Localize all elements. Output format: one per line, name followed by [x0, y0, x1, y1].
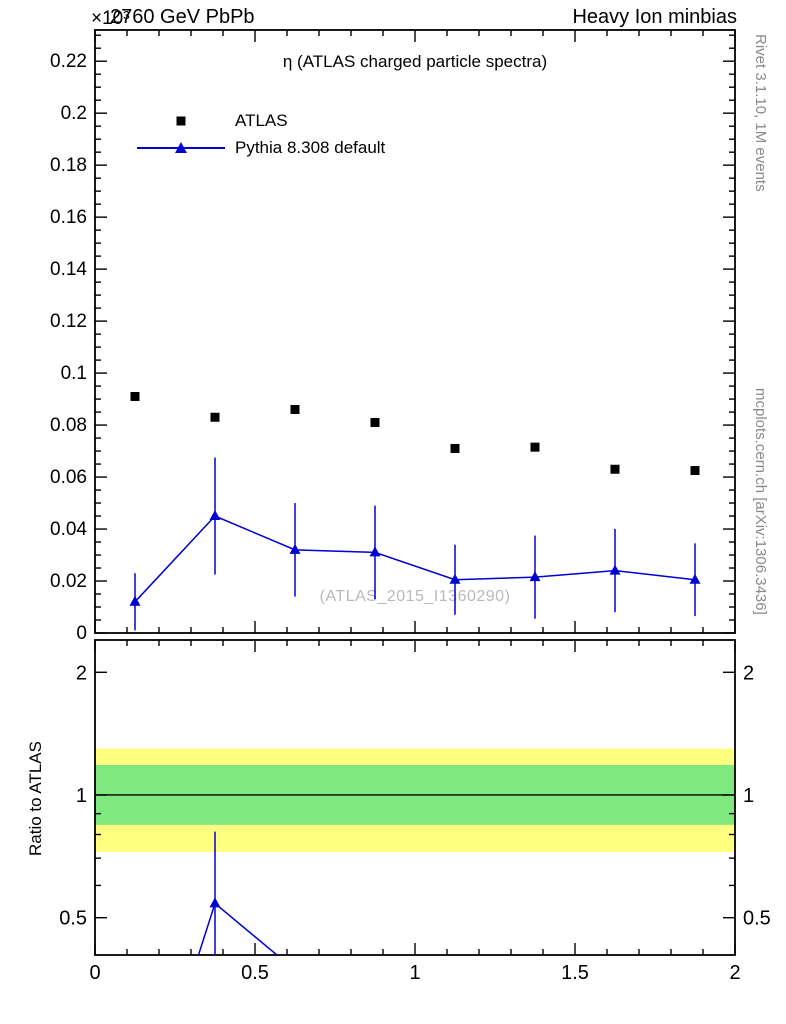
- ratio-y-axis-label: Ratio to ATLAS: [26, 741, 45, 856]
- svg-text:0.22: 0.22: [50, 51, 87, 72]
- svg-text:0.5: 0.5: [241, 962, 269, 984]
- svg-text:0.1: 0.1: [61, 363, 87, 384]
- svg-text:0.12: 0.12: [50, 311, 87, 332]
- svg-text:0.08: 0.08: [50, 415, 87, 436]
- svg-text:2: 2: [76, 662, 87, 684]
- blue-triangle-line-marker-icon: [137, 140, 225, 156]
- legend-item-atlas: ATLAS: [137, 107, 385, 134]
- rivet-version-note: Rivet 3.1.10, 1M events: [752, 34, 769, 192]
- svg-text:1: 1: [409, 962, 420, 984]
- legend-label-pythia: Pythia 8.308 default: [235, 137, 386, 157]
- y-axis-multiplier: ×10³: [91, 8, 130, 29]
- svg-text:0.04: 0.04: [50, 519, 87, 540]
- legend-item-pythia: Pythia 8.308 default: [137, 134, 385, 161]
- svg-text:0.14: 0.14: [50, 259, 87, 280]
- header-beam-title: 2760 GeV PbPb: [110, 6, 255, 28]
- svg-text:0.16: 0.16: [50, 207, 87, 228]
- svg-text:0.06: 0.06: [50, 467, 87, 488]
- svg-text:0: 0: [76, 623, 87, 644]
- observable-title: η (ATLAS charged particle spectra): [282, 52, 548, 71]
- svg-text:0.2: 0.2: [61, 103, 87, 124]
- analysis-id-watermark: (ATLAS_2015_I1360290): [319, 588, 511, 605]
- legend: ATLAS Pythia 8.308 default: [137, 107, 385, 161]
- header-process-title: Heavy Ion minbias: [572, 6, 737, 28]
- svg-text:1.5: 1.5: [561, 962, 589, 984]
- svg-text:0.5: 0.5: [743, 908, 771, 930]
- mcplots-citation-note: mcplots.cern.ch [arXiv:1306.3436]: [752, 388, 769, 615]
- svg-text:2: 2: [729, 962, 740, 984]
- svg-text:2: 2: [743, 662, 754, 684]
- svg-text:0.18: 0.18: [50, 155, 87, 176]
- legend-label-atlas: ATLAS: [235, 110, 288, 130]
- svg-text:0.02: 0.02: [50, 571, 87, 592]
- svg-text:0.5: 0.5: [59, 908, 87, 930]
- svg-text:0: 0: [89, 962, 100, 984]
- svg-text:1: 1: [743, 785, 754, 807]
- svg-text:1: 1: [76, 785, 87, 807]
- black-square-marker-icon: [137, 113, 225, 129]
